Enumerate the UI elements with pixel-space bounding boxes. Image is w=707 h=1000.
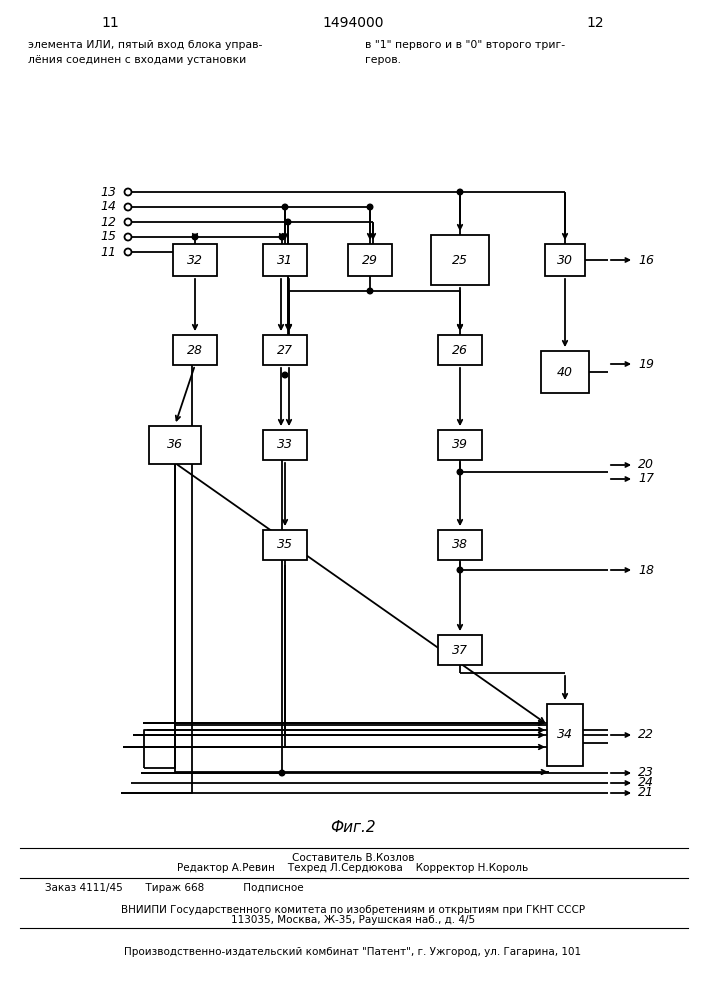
Text: 19: 19 <box>638 358 654 370</box>
Bar <box>438 430 482 460</box>
Text: 37: 37 <box>452 644 468 656</box>
Bar <box>541 351 589 393</box>
Bar <box>173 244 217 276</box>
Bar <box>173 335 217 365</box>
Text: 14: 14 <box>100 200 116 214</box>
Circle shape <box>124 219 132 226</box>
Bar <box>545 244 585 276</box>
Text: геров.: геров. <box>365 55 401 65</box>
Text: 26: 26 <box>452 344 468 357</box>
Circle shape <box>124 248 132 255</box>
Text: 30: 30 <box>557 253 573 266</box>
Circle shape <box>282 372 288 378</box>
Text: 29: 29 <box>362 253 378 266</box>
Text: 31: 31 <box>277 253 293 266</box>
Text: 22: 22 <box>638 728 654 742</box>
Text: 28: 28 <box>187 344 203 357</box>
Text: 17: 17 <box>638 473 654 486</box>
Circle shape <box>367 204 373 210</box>
Text: 40: 40 <box>557 365 573 378</box>
Text: 21: 21 <box>638 786 654 800</box>
Bar <box>263 244 307 276</box>
Bar <box>348 244 392 276</box>
Text: Фиг.2: Фиг.2 <box>330 820 376 836</box>
Text: 16: 16 <box>638 253 654 266</box>
Circle shape <box>367 288 373 294</box>
Circle shape <box>457 189 463 195</box>
Circle shape <box>285 219 291 225</box>
Bar <box>438 335 482 365</box>
Circle shape <box>124 204 132 211</box>
Text: Производственно-издательский комбинат "Патент", г. Ужгород, ул. Гагарина, 101: Производственно-издательский комбинат "П… <box>124 947 582 957</box>
Text: Редактор А.Ревин    Техред Л.Сердюкова    Корректор Н.Король: Редактор А.Ревин Техред Л.Сердюкова Корр… <box>177 863 529 873</box>
Circle shape <box>457 567 463 573</box>
Bar <box>263 530 307 560</box>
Text: 20: 20 <box>638 458 654 472</box>
Circle shape <box>192 234 198 240</box>
Circle shape <box>282 204 288 210</box>
Text: лёния соединен с входами установки: лёния соединен с входами установки <box>28 55 246 65</box>
Text: элемента ИЛИ, пятый вход блока управ-: элемента ИЛИ, пятый вход блока управ- <box>28 40 262 50</box>
Circle shape <box>279 770 285 776</box>
Text: 27: 27 <box>277 344 293 357</box>
Circle shape <box>279 234 285 240</box>
Text: 113035, Москва, Ж-35, Раушская наб., д. 4/5: 113035, Москва, Ж-35, Раушская наб., д. … <box>231 915 475 925</box>
Text: ВНИИПИ Государственного комитета по изобретениям и открытиям при ГКНТ СССР: ВНИИПИ Государственного комитета по изоб… <box>121 905 585 915</box>
Text: 12: 12 <box>586 16 604 30</box>
Text: в "1" первого и в "0" второго триг-: в "1" первого и в "0" второго триг- <box>365 40 565 50</box>
Text: 13: 13 <box>100 186 116 198</box>
Bar <box>263 335 307 365</box>
Text: 23: 23 <box>638 766 654 780</box>
Text: Составитель В.Козлов: Составитель В.Козлов <box>292 853 414 863</box>
Text: 33: 33 <box>277 438 293 452</box>
Bar <box>438 530 482 560</box>
Circle shape <box>457 469 463 475</box>
Text: 11: 11 <box>100 245 116 258</box>
Text: 24: 24 <box>638 776 654 790</box>
Text: 25: 25 <box>452 253 468 266</box>
Text: 12: 12 <box>100 216 116 229</box>
Text: 36: 36 <box>167 438 183 452</box>
Text: 32: 32 <box>187 253 203 266</box>
Text: 38: 38 <box>452 538 468 552</box>
Text: 11: 11 <box>101 16 119 30</box>
Text: Заказ 4111/45       Тираж 668            Подписное: Заказ 4111/45 Тираж 668 Подписное <box>45 883 303 893</box>
Bar <box>149 426 201 464</box>
Text: 35: 35 <box>277 538 293 552</box>
Text: 34: 34 <box>557 728 573 742</box>
Bar <box>263 430 307 460</box>
Bar <box>431 235 489 285</box>
Text: 18: 18 <box>638 564 654 576</box>
Text: 39: 39 <box>452 438 468 452</box>
Circle shape <box>124 233 132 240</box>
Bar <box>547 704 583 766</box>
Bar <box>438 635 482 665</box>
Circle shape <box>124 188 132 196</box>
Text: 1494000: 1494000 <box>322 16 384 30</box>
Text: 15: 15 <box>100 231 116 243</box>
